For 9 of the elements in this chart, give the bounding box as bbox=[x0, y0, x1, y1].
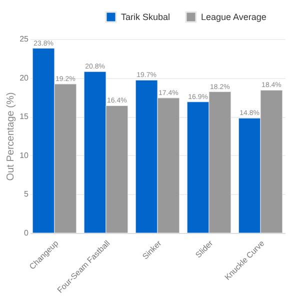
y-tick-label: 0 bbox=[24, 228, 30, 238]
y-tick-label: 10 bbox=[20, 150, 30, 160]
legend-label: League Average bbox=[201, 12, 266, 22]
legend-label: Tarik Skubal bbox=[121, 12, 170, 22]
y-tick-label: 20 bbox=[20, 73, 30, 82]
y-tick-label: 15 bbox=[20, 112, 30, 122]
y-tick-label: 25 bbox=[20, 34, 30, 44]
y-tick-label: 5 bbox=[24, 190, 30, 199]
y-axis-title: Out Percentage (%) bbox=[6, 92, 17, 181]
